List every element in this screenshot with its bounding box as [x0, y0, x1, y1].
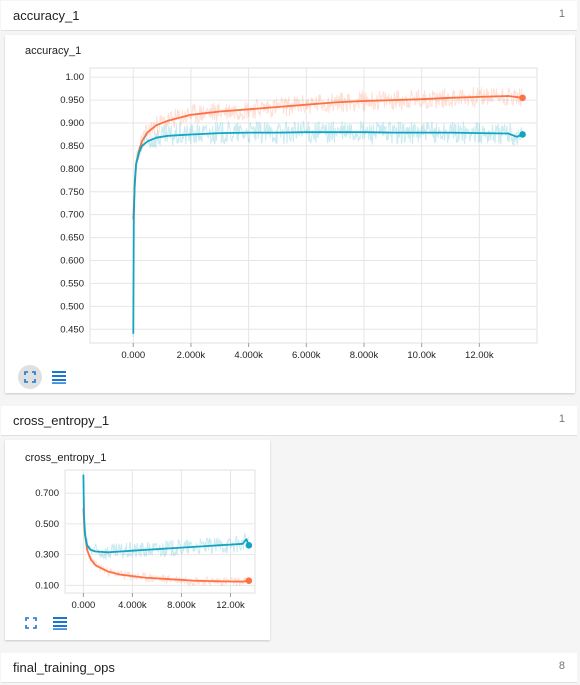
y-tick-label: 0.450	[60, 324, 84, 335]
section-count: 1	[558, 413, 565, 425]
plot-frame	[64, 469, 256, 594]
toggle-data-button[interactable]	[48, 611, 72, 635]
series-raw-line	[132, 86, 523, 227]
section-count: 1	[558, 8, 565, 20]
x-tick-label: 4.000k	[118, 600, 147, 611]
x-tick-label: 12.00k	[216, 600, 245, 611]
list-lines-icon	[53, 617, 67, 630]
y-tick-label: 1.00	[66, 72, 85, 83]
y-tick-label: 0.900	[60, 118, 84, 129]
series-end-point	[245, 542, 253, 549]
series-raw-line	[132, 120, 523, 337]
section-header-cross-entropy[interactable]: cross_entropy_1 1	[1, 406, 577, 436]
y-tick-label: 0.600	[60, 256, 84, 267]
chart-title: accuracy_1	[25, 45, 82, 57]
y-tick-label: 0.500	[35, 519, 59, 530]
x-tick-label: 2.000k	[177, 350, 206, 361]
y-tick-label: 0.950	[60, 95, 84, 106]
section-title: accuracy_1	[13, 8, 80, 23]
toggle-data-button[interactable]	[47, 365, 71, 389]
cross-entropy-chart: 0.100 0.300 0.500 0.700 0.000 4.000k 8.000k 12.…	[35, 469, 256, 611]
y-tick-label: 0.800	[60, 164, 84, 175]
series-line	[132, 131, 523, 334]
y-tick-label: 0.700	[35, 488, 59, 499]
expand-chart-button[interactable]	[18, 365, 42, 389]
x-tick-label: 0.000	[121, 350, 145, 361]
series-end-point	[519, 94, 526, 102]
chart-card-accuracy: accuracy_1 0.450 0.500 0.550 0.600 0.650 0.70…	[5, 35, 575, 393]
section-header-final-training-ops[interactable]: final_training_ops 8	[1, 653, 577, 683]
section-title: cross_entropy_1	[13, 413, 110, 428]
y-tick-label: 0.700	[60, 210, 84, 221]
fullscreen-icon	[24, 371, 36, 383]
section-title: final_training_ops	[13, 660, 115, 675]
y-tick-label: 0.500	[60, 301, 84, 312]
y-tick-label: 0.850	[60, 141, 84, 152]
y-tick-label: 0.650	[60, 233, 84, 244]
y-tick-label: 0.100	[35, 580, 59, 591]
series-line	[132, 95, 523, 220]
series-raw-line	[82, 476, 249, 560]
x-tick-label: 10.00k	[407, 350, 436, 361]
x-tick-label: 0.000	[71, 600, 95, 611]
x-tick-label: 12.00k	[465, 350, 494, 361]
series-end-point	[519, 131, 526, 138]
series-end-point	[245, 577, 253, 584]
series-line	[82, 474, 250, 554]
x-tick-label: 4.000k	[234, 350, 263, 361]
chart-card-cross-entropy: cross_entropy_1 0.100 0.300 0.500 0.700 0.00…	[5, 440, 270, 640]
y-tick-label: 0.550	[60, 278, 84, 289]
series-line	[82, 508, 250, 583]
x-tick-label: 8.000k	[350, 350, 379, 361]
expand-chart-button[interactable]	[19, 611, 43, 635]
section-count: 8	[558, 660, 565, 672]
plot-frame	[89, 67, 538, 344]
x-tick-label: 8.000k	[167, 600, 196, 611]
y-tick-label: 0.300	[35, 550, 59, 561]
accuracy-chart: 0.450 0.500 0.550 0.600 0.650 0.700 0.750 0.800…	[60, 67, 538, 361]
section-header-accuracy[interactable]: accuracy_1 1	[1, 1, 577, 31]
chart-title: cross_entropy_1	[25, 452, 107, 464]
fullscreen-icon	[25, 617, 37, 629]
y-tick-label: 0.750	[60, 187, 84, 198]
x-tick-label: 6.000k	[292, 350, 321, 361]
list-lines-icon	[52, 371, 66, 384]
